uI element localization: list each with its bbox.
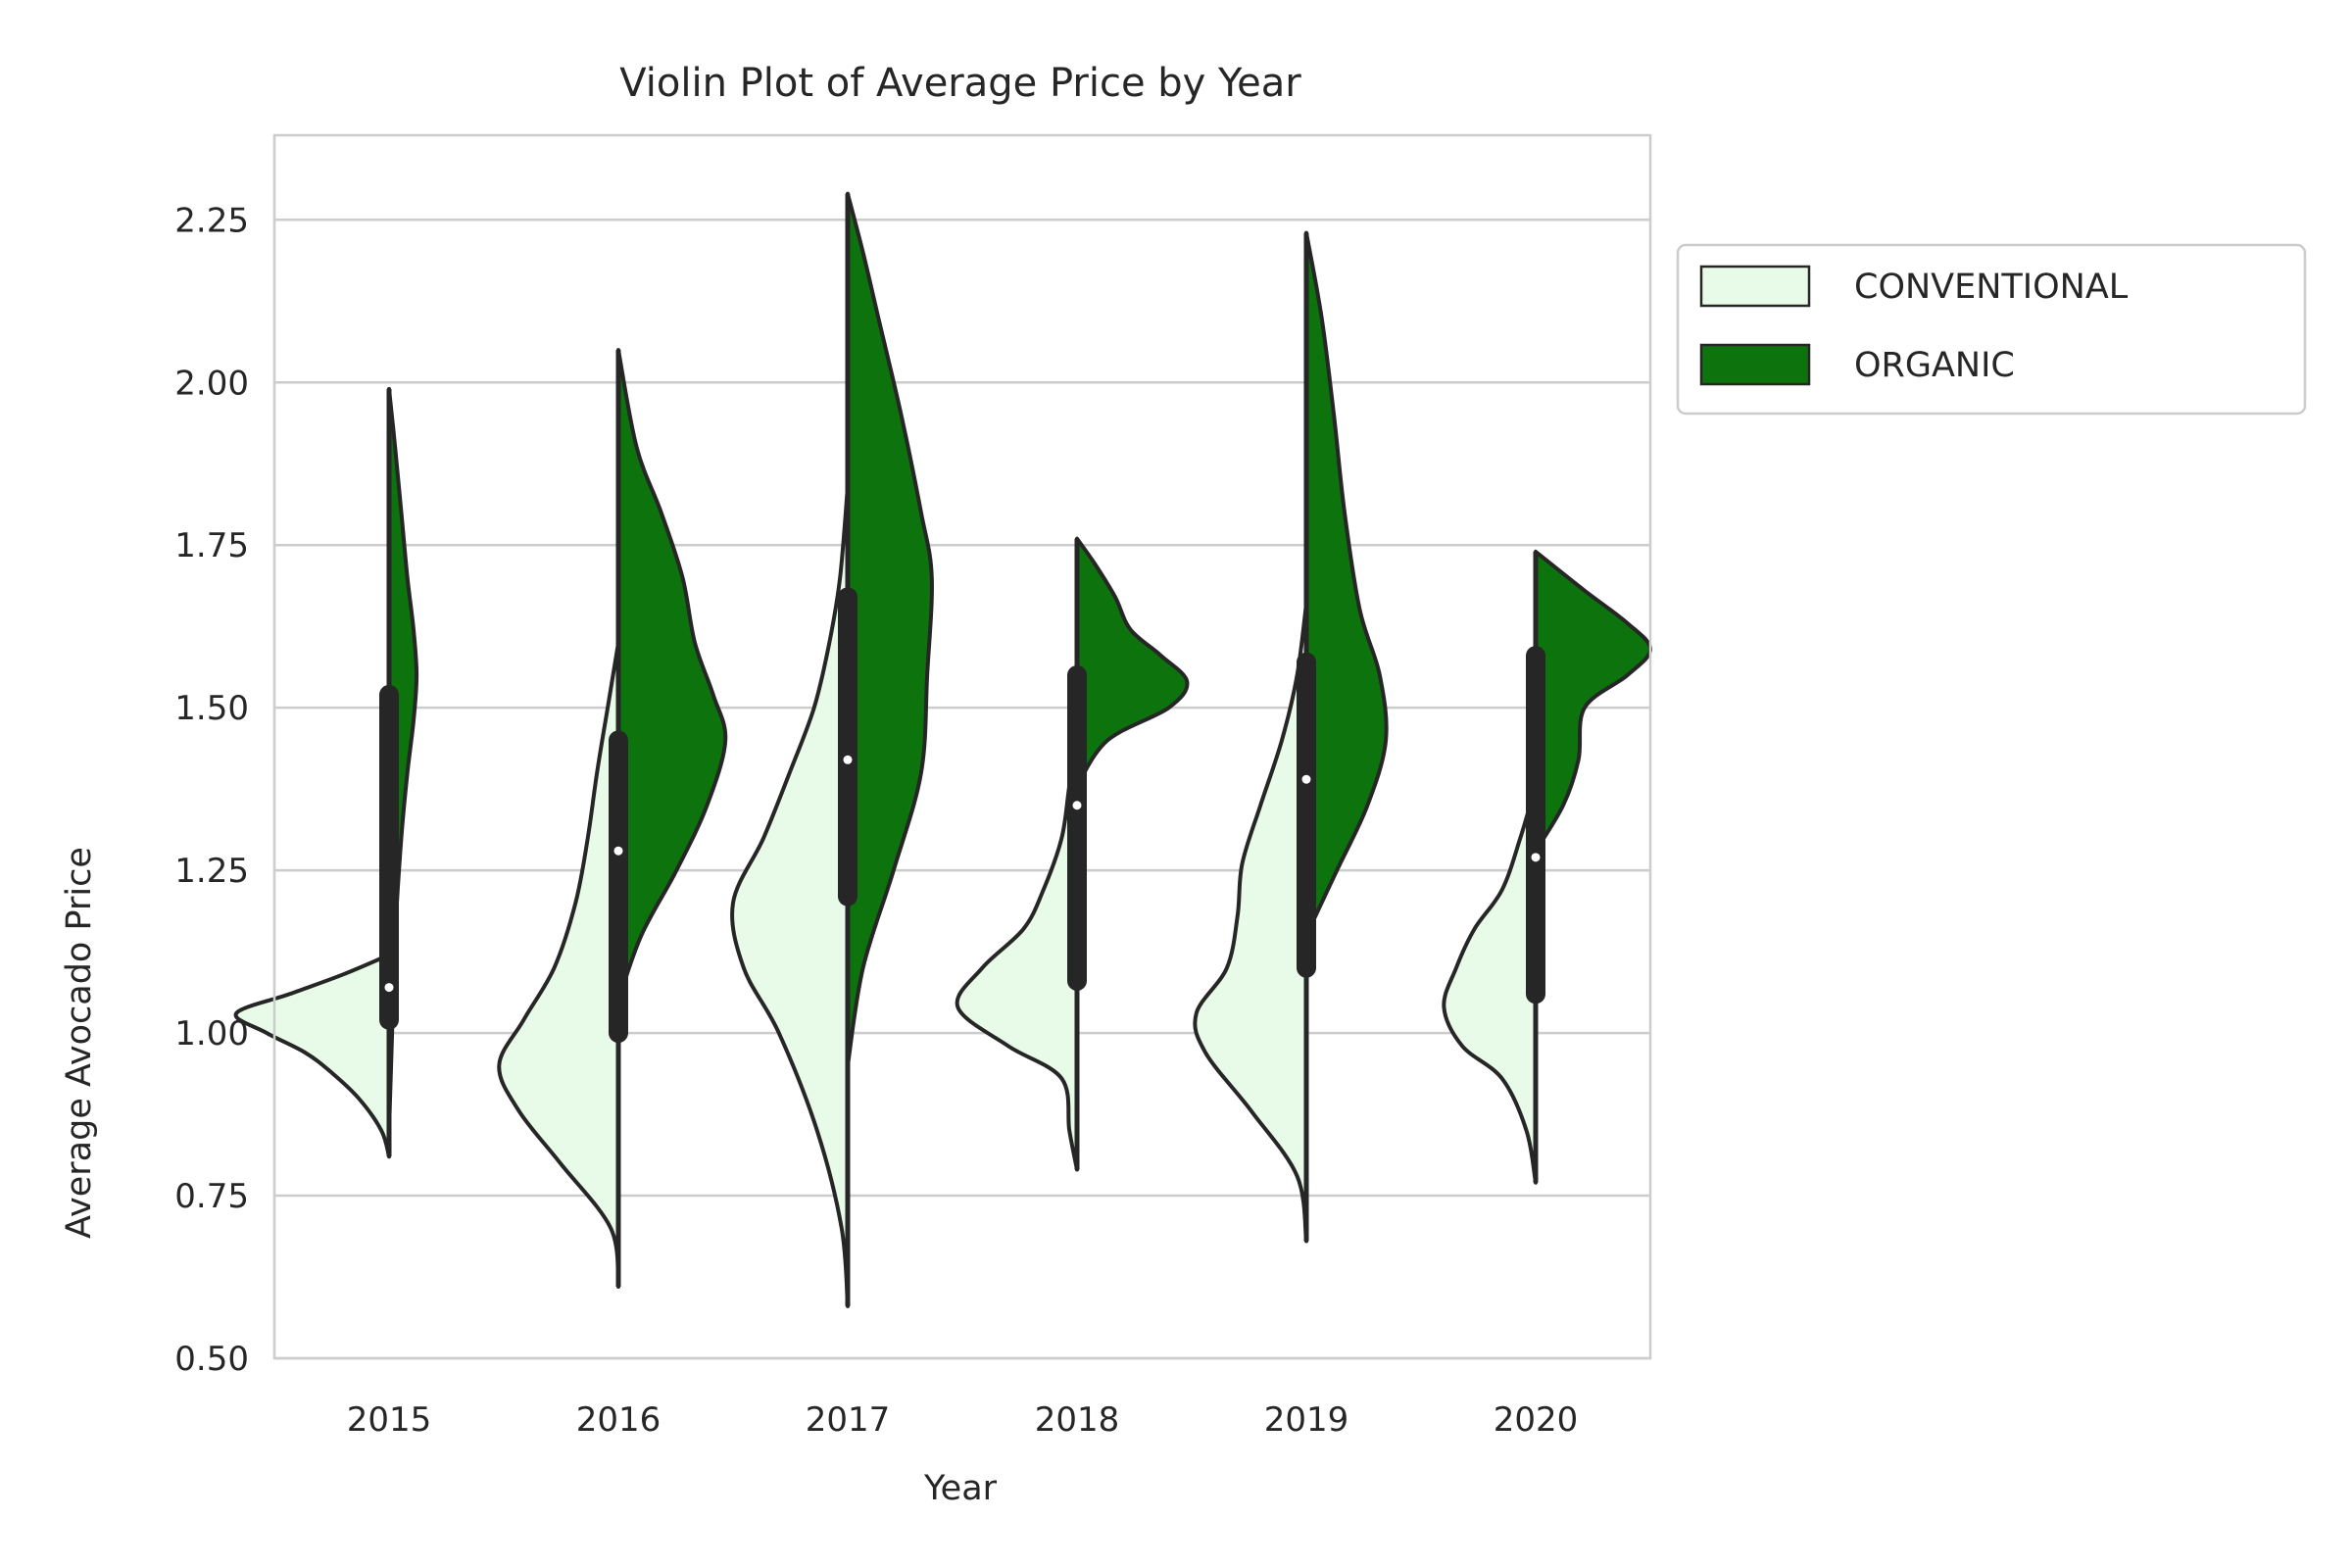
violin-organic-2016 (616, 348, 728, 1003)
x-tick-label: 2015 (347, 1400, 432, 1440)
violin-conventional-2019 (1193, 602, 1308, 1244)
median-point-2015 (384, 983, 394, 993)
legend-swatch-organic (1699, 343, 1811, 386)
y-tick-label: 2.00 (174, 364, 249, 403)
violin-conventional-2017 (730, 484, 850, 1308)
legend-entries: CONVENTIONAL ORGANIC (1699, 265, 2129, 386)
violin-organic-2020 (1534, 549, 1652, 854)
violin-organic-2019 (1304, 230, 1389, 938)
median-point-2016 (613, 846, 623, 856)
violin-organic-2017 (846, 191, 934, 1068)
y-axis-label: Average Avocado Price (60, 847, 99, 1239)
legend-frame (1676, 243, 2307, 416)
x-axis-label: Year (923, 1469, 998, 1508)
violin-organic-2018 (1075, 536, 1190, 788)
y-tick-label: 1.50 (174, 689, 249, 728)
plot-frame (272, 133, 1652, 1360)
legend-label-conventional: CONVENTIONAL (1854, 268, 2129, 307)
violin-conventional-2015 (233, 953, 391, 1159)
y-tick-label: 1.00 (174, 1014, 249, 1054)
y-tick-label: 0.75 (174, 1177, 249, 1216)
violin-conventional-2016 (497, 640, 620, 1289)
violin-layer (233, 191, 1652, 1308)
violin-conventional-2018 (955, 738, 1079, 1172)
legend-label-organic: ORGANIC (1854, 346, 2015, 385)
median-point-2020 (1531, 853, 1541, 862)
box-layer (379, 193, 1545, 1306)
legend: CONVENTIONAL ORGANIC (1676, 243, 2307, 416)
y-tick-label: 0.50 (174, 1340, 249, 1379)
y-tick-label: 2.25 (174, 201, 249, 240)
y-tick-label: 1.75 (174, 526, 249, 565)
median-point-2018 (1072, 801, 1082, 810)
x-tick-label: 2016 (576, 1400, 662, 1440)
legend-swatch-conventional (1699, 265, 1811, 308)
x-tick-label: 2018 (1035, 1400, 1120, 1440)
grid-layer (274, 219, 1650, 1360)
median-point-2017 (843, 755, 853, 764)
violin-conventional-2020 (1442, 783, 1538, 1185)
y-tick-label: 1.25 (174, 852, 249, 891)
x-tick-label: 2020 (1494, 1400, 1579, 1440)
x-tick-label: 2017 (806, 1400, 891, 1440)
tick-layer: 0.50 0.75 1.00 1.25 1.50 1.75 2.00 2.25 2015 2016… (174, 201, 1578, 1440)
x-tick-label: 2019 (1264, 1400, 1349, 1440)
chart-title: Violin Plot of Average Price by Year (619, 61, 1301, 106)
median-point-2019 (1301, 774, 1311, 784)
